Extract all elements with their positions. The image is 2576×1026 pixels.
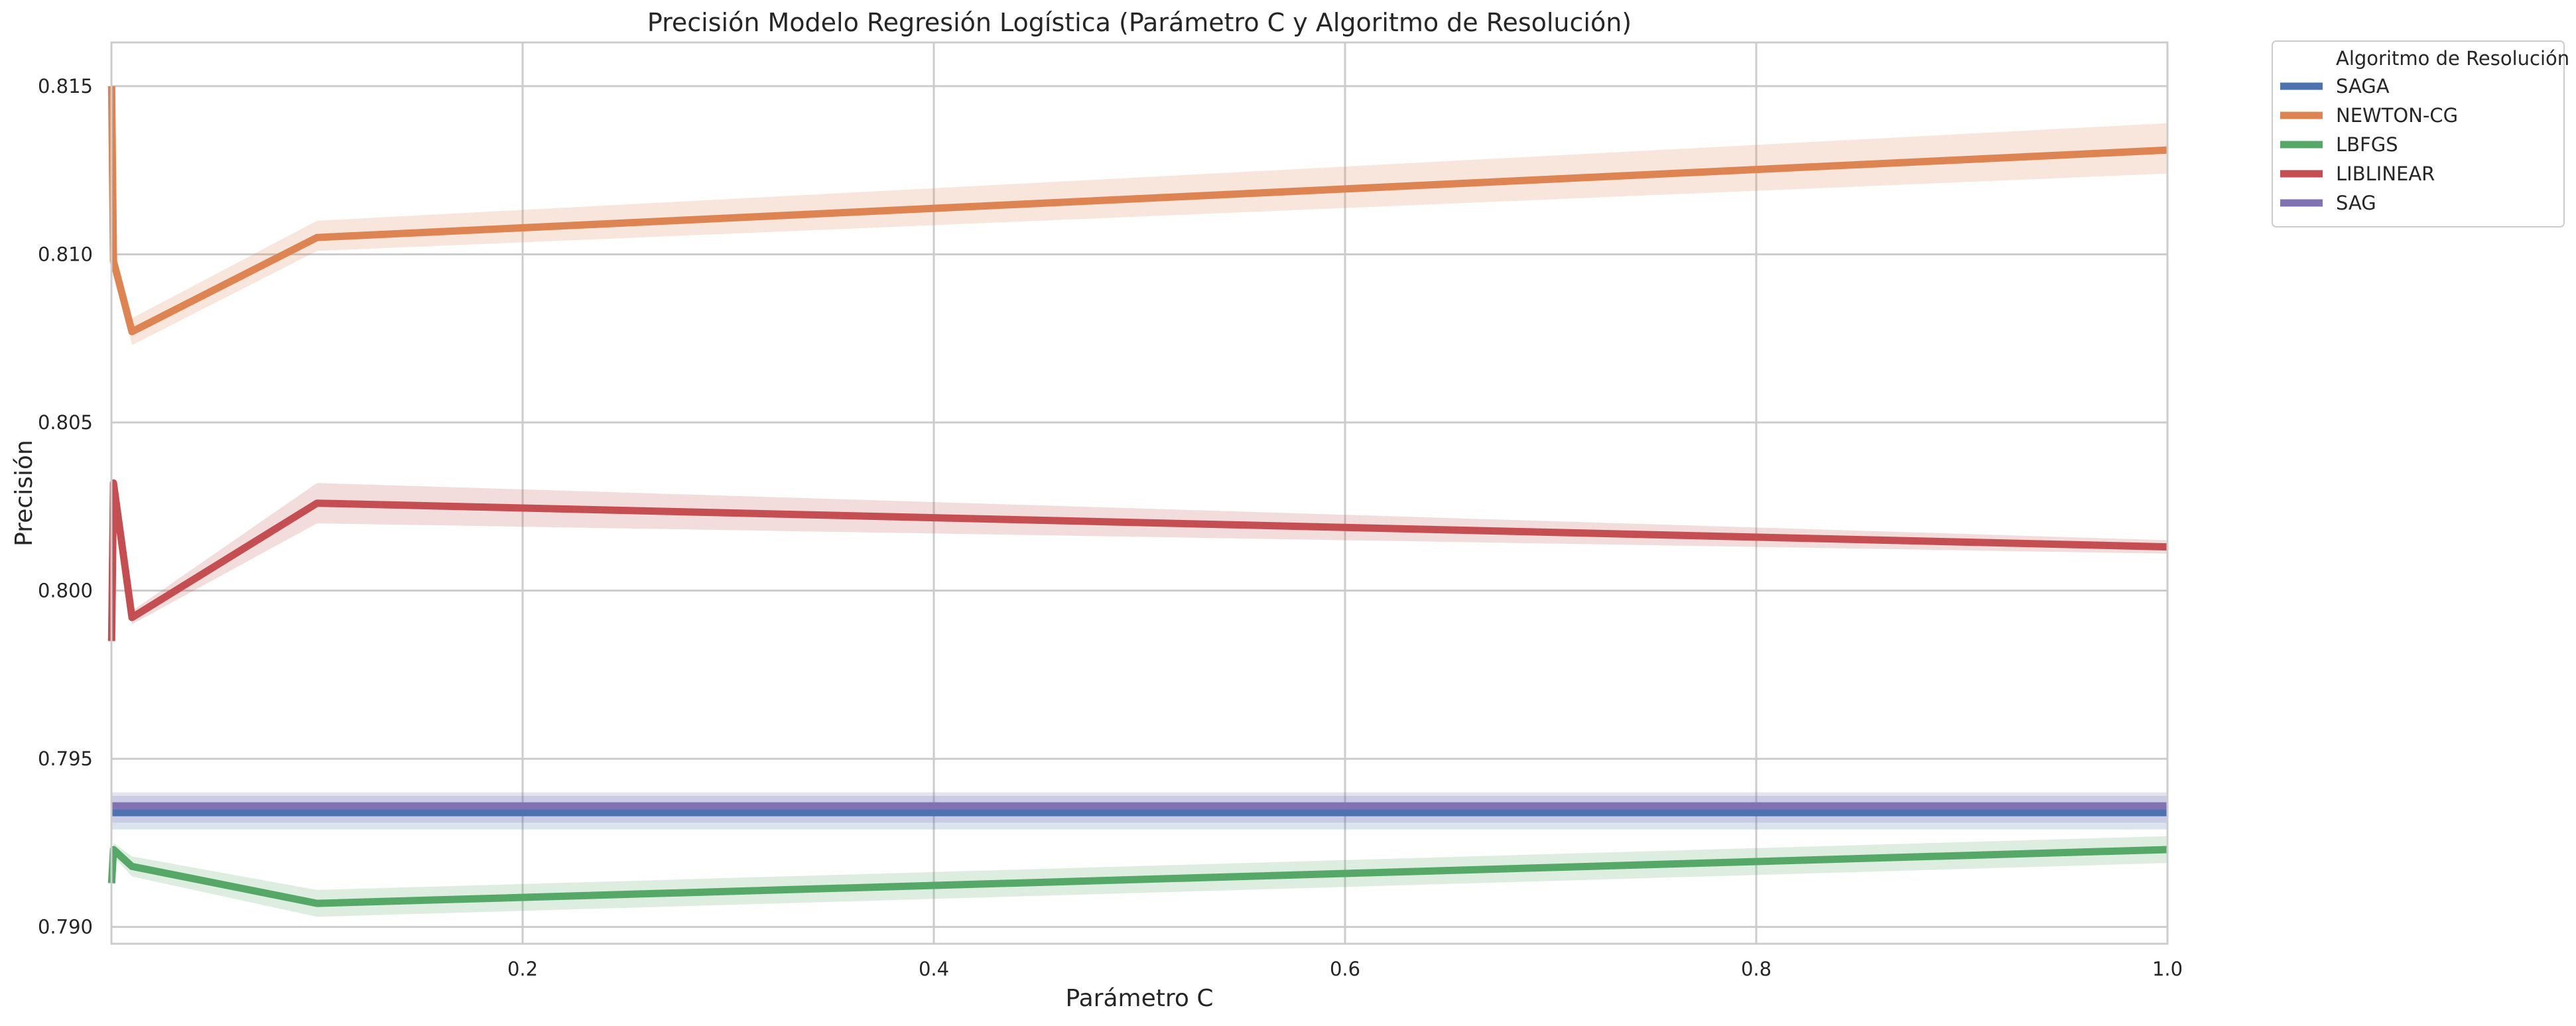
- y-tick-label: 0.810: [38, 243, 93, 265]
- y-tick-label: 0.795: [38, 747, 93, 770]
- y-axis-label: Precisión: [11, 440, 38, 546]
- line-newton-cg: [107, 86, 2168, 336]
- tick-labels: 0.2 0.4 0.6 0.8 1.0 0.790 0.795 0.800 0.805 0.810…: [38, 75, 2183, 980]
- x-tick-label: 1.0: [2152, 958, 2183, 980]
- legend-label-liblinear: LIBLINEAR: [2336, 162, 2435, 185]
- x-tick-label: 0.8: [1741, 958, 1771, 980]
- legend-box: [2272, 40, 2565, 227]
- confidence-bands: [111, 79, 2167, 917]
- y-tick-label: 0.790: [38, 916, 93, 938]
- legend: Algoritmo de Resolución SAGA NEWTON-CG LBF…: [2272, 40, 2569, 227]
- y-tick-label: 0.815: [38, 75, 93, 97]
- legend-label-saga: SAGA: [2336, 75, 2390, 97]
- x-tick-label: 0.2: [507, 958, 538, 980]
- legend-label-lbfgs: LBFGS: [2336, 133, 2398, 156]
- x-tick-label: 0.6: [1330, 958, 1360, 980]
- legend-title: Algoritmo de Resolución: [2336, 47, 2569, 70]
- y-tick-label: 0.800: [38, 580, 93, 602]
- line-lbfgs: [107, 846, 2168, 907]
- x-tick-label: 0.4: [919, 958, 949, 980]
- legend-items: SAGA NEWTON-CG LBFGS LIBLINEAR SAG: [2280, 75, 2458, 214]
- plot-frame: [110, 41, 2169, 945]
- x-axis-label: Parámetro C: [1066, 985, 1214, 1012]
- legend-label-sag: SAG: [2336, 192, 2376, 214]
- legend-label-newton-cg: NEWTON-CG: [2336, 104, 2458, 127]
- line-liblinear: [107, 479, 2168, 641]
- y-tick-label: 0.805: [38, 411, 93, 434]
- band-liblinear: [111, 476, 2167, 648]
- band-newton-cg: [111, 79, 2167, 346]
- chart-title: Precisión Modelo Regresión Logística (Pa…: [647, 8, 1632, 37]
- series-lines: [107, 86, 2168, 907]
